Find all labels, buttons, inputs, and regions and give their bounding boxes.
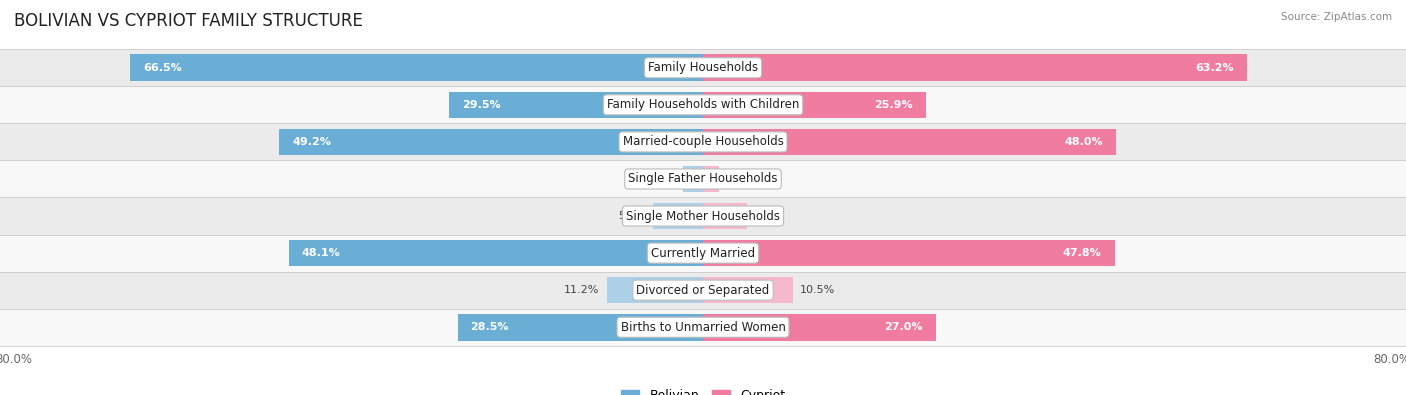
- Text: Currently Married: Currently Married: [651, 246, 755, 260]
- Bar: [280, 128, 703, 155]
- FancyBboxPatch shape: [0, 87, 1406, 123]
- Text: 5.1%: 5.1%: [754, 211, 782, 221]
- Bar: [457, 314, 703, 340]
- Text: 5.8%: 5.8%: [617, 211, 647, 221]
- Bar: [449, 92, 703, 118]
- Text: Source: ZipAtlas.com: Source: ZipAtlas.com: [1281, 12, 1392, 22]
- FancyBboxPatch shape: [0, 123, 1406, 160]
- FancyBboxPatch shape: [0, 308, 1406, 346]
- Text: Divorced or Separated: Divorced or Separated: [637, 284, 769, 297]
- Text: 29.5%: 29.5%: [461, 100, 501, 110]
- Text: Married-couple Households: Married-couple Households: [623, 135, 783, 149]
- Legend: Bolivian, Cypriot: Bolivian, Cypriot: [616, 384, 790, 395]
- Text: 66.5%: 66.5%: [143, 63, 181, 73]
- FancyBboxPatch shape: [0, 198, 1406, 235]
- Bar: [703, 166, 718, 192]
- FancyBboxPatch shape: [0, 49, 1406, 87]
- Text: 48.1%: 48.1%: [302, 248, 340, 258]
- Bar: [703, 92, 927, 118]
- Text: Single Mother Households: Single Mother Households: [626, 209, 780, 222]
- Text: 28.5%: 28.5%: [471, 322, 509, 332]
- Text: Family Households with Children: Family Households with Children: [607, 98, 799, 111]
- Bar: [703, 55, 1247, 81]
- Text: Single Father Households: Single Father Households: [628, 173, 778, 186]
- Text: 2.3%: 2.3%: [648, 174, 676, 184]
- Text: BOLIVIAN VS CYPRIOT FAMILY STRUCTURE: BOLIVIAN VS CYPRIOT FAMILY STRUCTURE: [14, 12, 363, 30]
- Bar: [703, 277, 793, 303]
- Bar: [606, 277, 703, 303]
- Text: 25.9%: 25.9%: [875, 100, 912, 110]
- Text: 48.0%: 48.0%: [1064, 137, 1104, 147]
- Bar: [703, 203, 747, 229]
- Bar: [703, 314, 935, 340]
- Text: Family Households: Family Households: [648, 61, 758, 74]
- Text: 1.8%: 1.8%: [725, 174, 754, 184]
- Text: 10.5%: 10.5%: [800, 285, 835, 295]
- Text: 47.8%: 47.8%: [1063, 248, 1102, 258]
- Bar: [683, 166, 703, 192]
- Bar: [703, 240, 1115, 267]
- FancyBboxPatch shape: [0, 272, 1406, 308]
- Text: 49.2%: 49.2%: [292, 137, 330, 147]
- Text: 63.2%: 63.2%: [1195, 63, 1234, 73]
- Bar: [652, 203, 703, 229]
- Bar: [131, 55, 703, 81]
- FancyBboxPatch shape: [0, 160, 1406, 198]
- Text: 27.0%: 27.0%: [884, 322, 922, 332]
- Bar: [288, 240, 703, 267]
- FancyBboxPatch shape: [0, 235, 1406, 272]
- Text: 11.2%: 11.2%: [564, 285, 599, 295]
- Text: Births to Unmarried Women: Births to Unmarried Women: [620, 321, 786, 334]
- Bar: [703, 128, 1116, 155]
